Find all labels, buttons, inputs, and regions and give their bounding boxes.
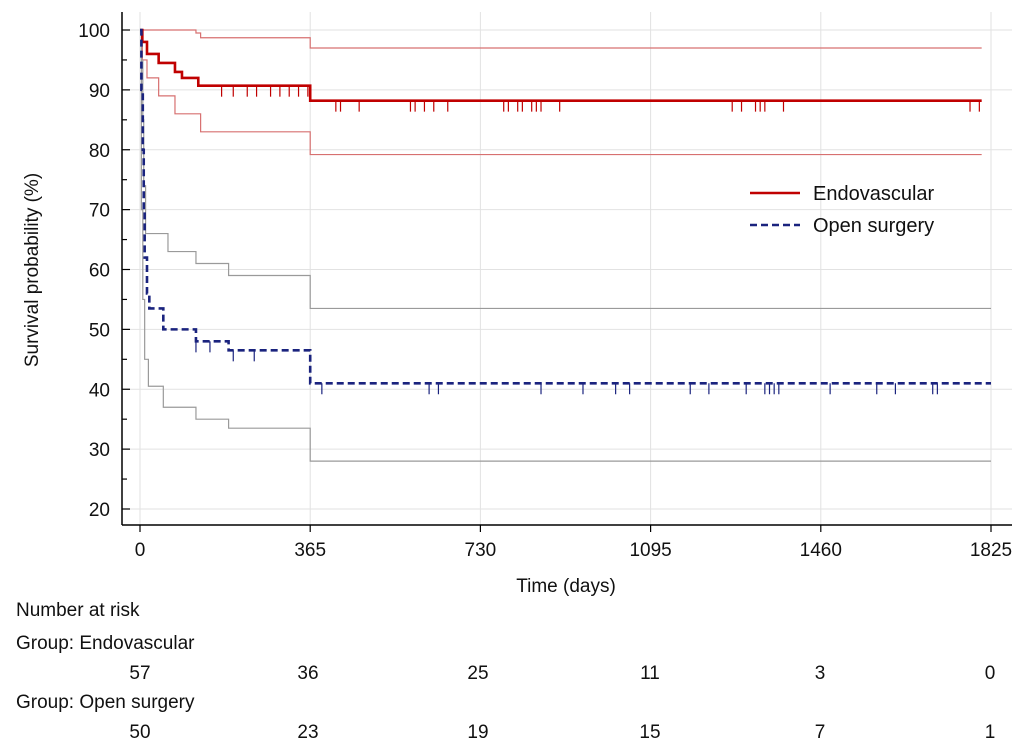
y-tick-label: 70 — [89, 201, 110, 222]
curve-open-surgery — [140, 28, 991, 385]
y-tick-label: 20 — [89, 500, 110, 521]
ci-bands — [140, 29, 991, 462]
legend-label-0: Endovascular — [813, 183, 935, 205]
y-tick-label: 90 — [89, 81, 110, 102]
x-tick-label: 1460 — [800, 540, 842, 561]
risk-table-title: Number at risk — [16, 600, 140, 621]
risk-count: 3 — [814, 663, 826, 684]
survival-curves — [140, 28, 991, 385]
risk-count: 19 — [467, 722, 489, 743]
risk-count: 50 — [129, 722, 151, 743]
risk-count: 11 — [640, 663, 660, 684]
risk-count: 1 — [984, 722, 996, 743]
curve-endovascular — [140, 28, 982, 102]
axes — [121, 12, 1012, 532]
x-tick-label: 1095 — [629, 540, 671, 561]
y-tick-label: 50 — [89, 320, 110, 341]
y-tick-label: 30 — [89, 440, 110, 461]
ci-upper-1 — [140, 29, 991, 310]
legend: Endovascular Open surgery — [750, 183, 935, 237]
risk-count: 7 — [814, 722, 826, 743]
x-tick-label: 1825 — [970, 540, 1012, 561]
x-tick-label: 730 — [465, 540, 497, 561]
y-axis-title: Survival probability (%) — [22, 173, 43, 367]
y-tick-label: 100 — [78, 21, 110, 42]
risk-count: 25 — [467, 663, 489, 684]
ci-upper-0 — [140, 29, 982, 49]
censor-marks — [195, 85, 980, 395]
risk-count: 23 — [297, 722, 319, 743]
y-tick-label: 80 — [89, 141, 110, 162]
risk-count: 15 — [639, 722, 661, 743]
ci-lower-0 — [140, 29, 982, 156]
tick-labels: 20 30 40 50 60 70 80 90 100 0 365 730 1095 1460 1825 — [78, 21, 1012, 561]
km-chart: 20 30 40 50 60 70 80 90 100 0 365 730 1095 1460 1825 T… — [22, 12, 1012, 597]
grid-lines — [122, 12, 1012, 525]
ci-lower-1 — [140, 29, 991, 462]
risk-group-label-open-surgery: Group: Open surgery — [16, 692, 195, 713]
x-tick-label: 365 — [294, 540, 326, 561]
risk-count: 0 — [984, 663, 996, 684]
risk-group-label-endovascular: Group: Endovascular — [16, 633, 195, 654]
legend-label-1: Open surgery — [813, 215, 934, 237]
x-tick-label: 0 — [135, 540, 146, 561]
risk-count: 57 — [129, 663, 151, 684]
x-axis-title: Time (days) — [516, 576, 616, 597]
risk-count: 36 — [297, 663, 319, 684]
y-tick-label: 40 — [89, 380, 110, 401]
y-tick-label: 60 — [89, 261, 110, 282]
